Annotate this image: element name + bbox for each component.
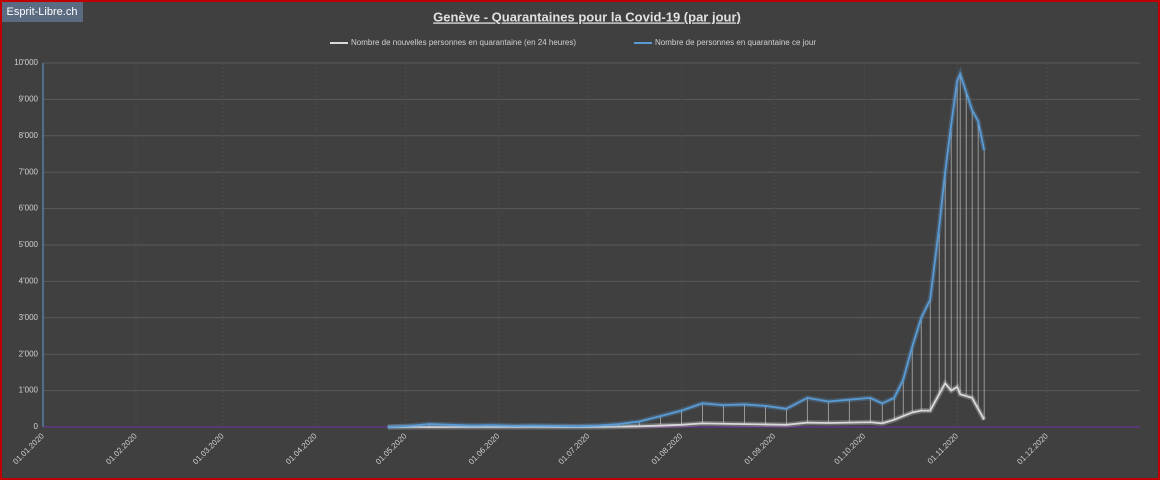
y-tick-label: 8'000 — [19, 131, 39, 140]
y-tick-label: 10'000 — [14, 58, 38, 67]
y-tick-label: 9'000 — [19, 95, 39, 104]
y-tick-label: 1'000 — [19, 386, 39, 395]
line — [387, 71, 986, 428]
watermark-box — [2, 2, 83, 22]
y-tick-label: 7'000 — [19, 167, 39, 176]
legend-label: Nombre de personnes en quarantaine ce jo… — [655, 38, 816, 47]
watermark: Esprit-Libre.ch — [7, 6, 78, 18]
line — [387, 381, 985, 428]
y-tick-label: 4'000 — [19, 277, 39, 286]
y-tick-label: 3'000 — [19, 313, 39, 322]
y-tick-label: 0 — [34, 422, 39, 431]
y-tick-label: 5'000 — [19, 240, 39, 249]
y-tick-label: 2'000 — [19, 349, 39, 358]
chart-title: Genève - Quarantaines pour la Covid-19 (… — [433, 9, 741, 24]
legend-label: Nombre de nouvelles personnes en quarant… — [351, 38, 576, 47]
y-tick-label: 6'000 — [19, 204, 39, 213]
